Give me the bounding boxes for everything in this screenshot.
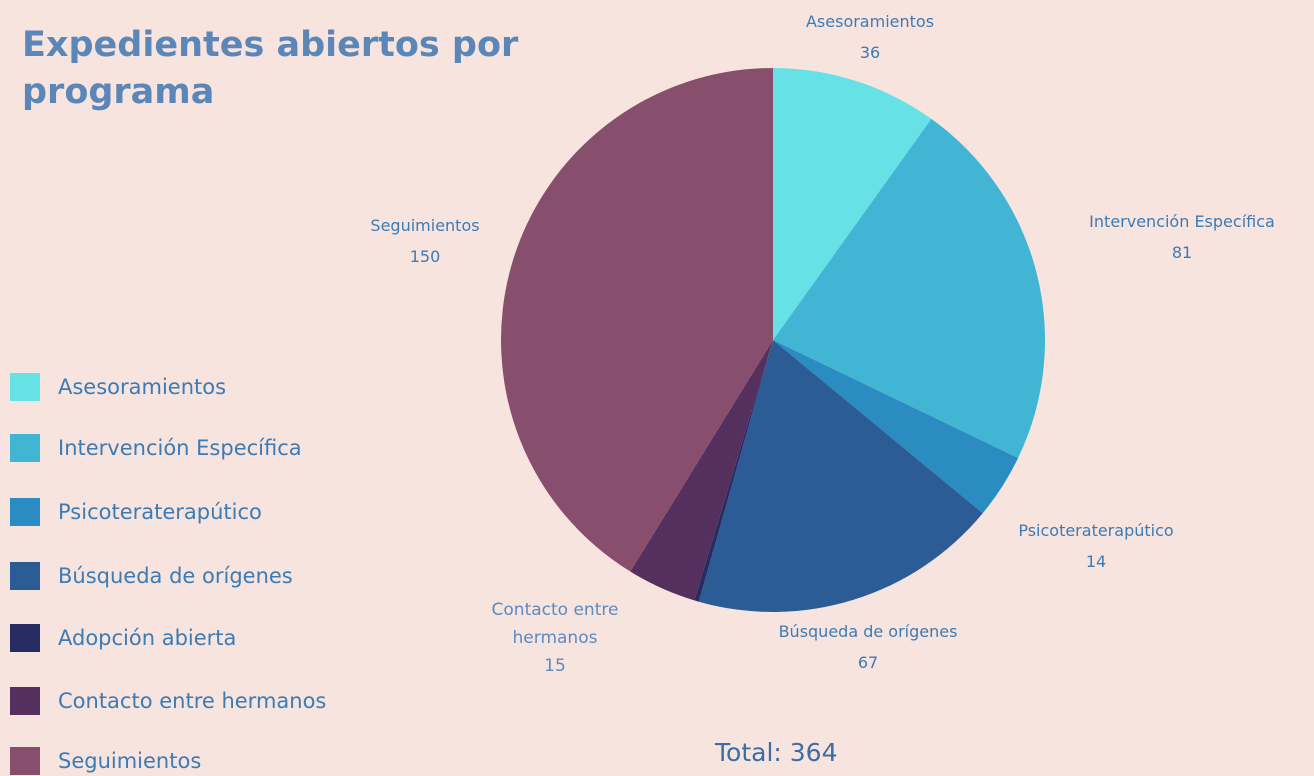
legend-swatch bbox=[10, 687, 40, 715]
pie-slice bbox=[773, 118, 1046, 459]
chart-title: Expedientes abiertos por programa bbox=[22, 25, 519, 113]
slice-label: Asesoramientos 36 bbox=[806, 6, 934, 68]
slice-name: Búsqueda de orígenes bbox=[778, 622, 958, 641]
legend-item: Contacto entre hermanos bbox=[10, 686, 326, 716]
pie-slice bbox=[698, 340, 983, 612]
pie-slice bbox=[694, 340, 773, 602]
legend-swatch bbox=[10, 434, 40, 462]
legend-label: Contacto entre hermanos bbox=[58, 689, 327, 713]
total-label: Total: 364 bbox=[715, 738, 838, 767]
slice-name: Psicoteraterapútico bbox=[1018, 521, 1174, 540]
legend-label: Adopción abierta bbox=[58, 626, 237, 650]
legend-swatch bbox=[10, 562, 40, 590]
pie-slice bbox=[773, 68, 932, 340]
slice-label: Búsqueda de orígenes 67 bbox=[779, 616, 958, 678]
legend-item: Psicoteraterapútico bbox=[10, 497, 262, 527]
slice-label: Psicoteraterapútico 14 bbox=[1018, 515, 1173, 577]
legend-label: Seguimientos bbox=[58, 749, 202, 773]
slice-value: 14 bbox=[1085, 552, 1107, 571]
legend-label: Asesoramientos bbox=[58, 375, 227, 399]
pie-slice bbox=[773, 340, 1019, 514]
legend-swatch bbox=[10, 498, 40, 526]
slice-value: 36 bbox=[859, 43, 881, 62]
legend-label: Psicoteraterapútico bbox=[58, 500, 262, 524]
slice-name: Seguimientos bbox=[370, 216, 480, 235]
pie-slice bbox=[501, 68, 773, 572]
legend-item: Adopción abierta bbox=[10, 623, 236, 653]
legend-label: Intervención Específica bbox=[58, 436, 302, 460]
legend-item: Búsqueda de orígenes bbox=[10, 561, 293, 591]
legend-label: Búsqueda de orígenes bbox=[58, 564, 293, 588]
slice-label: Intervención Específica 81 bbox=[1089, 206, 1275, 268]
pie-slice bbox=[630, 340, 773, 601]
legend-item: Intervención Específica bbox=[10, 433, 302, 463]
slice-value: 15 bbox=[544, 656, 566, 676]
legend-swatch bbox=[10, 373, 40, 401]
legend-swatch bbox=[10, 624, 40, 652]
legend-item: Asesoramientos bbox=[10, 372, 226, 402]
legend-item: Seguimientos bbox=[10, 746, 201, 776]
slice-value: 150 bbox=[409, 247, 441, 266]
slice-name: Contacto entre hermanos bbox=[491, 600, 619, 648]
slice-label: Seguimientos 150 bbox=[370, 210, 479, 272]
slice-label: Contacto entre hermanos 15 bbox=[470, 596, 640, 680]
slice-name: Asesoramientos bbox=[805, 12, 935, 31]
slice-name: Intervención Específica bbox=[1089, 212, 1275, 231]
slice-value: 67 bbox=[857, 653, 879, 672]
slice-value: 81 bbox=[1171, 243, 1193, 262]
legend-swatch bbox=[10, 747, 40, 775]
